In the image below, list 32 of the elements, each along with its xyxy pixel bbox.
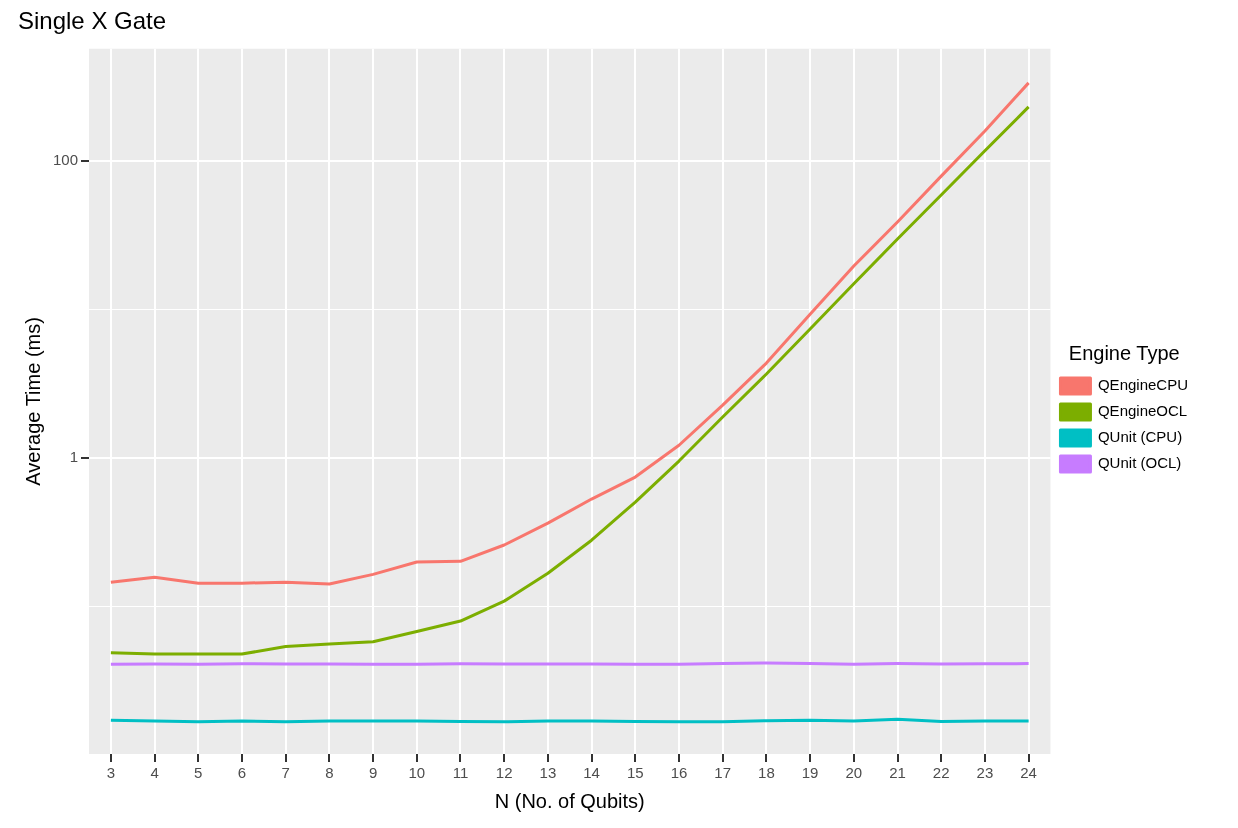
x-tick-label: 19 — [801, 764, 819, 782]
legend-label: QEngineOCL — [1097, 402, 1188, 420]
y-tick-label: 1 — [69, 448, 79, 466]
x-tick-label: 13 — [539, 764, 557, 782]
x-axis-title: N (No. of Qubits) — [494, 789, 645, 812]
legend-label: QEngineCPU — [1097, 376, 1188, 394]
x-tick-label: 4 — [150, 764, 159, 782]
x-tick-label: 16 — [670, 764, 688, 782]
x-tick-label: 21 — [889, 764, 906, 782]
x-tick-label: 24 — [1020, 764, 1037, 782]
x-tick-label: 22 — [932, 764, 950, 782]
x-tick-label: 17 — [714, 764, 732, 782]
x-tick-label: 18 — [758, 764, 775, 782]
x-tick-label: 6 — [237, 764, 247, 782]
y-tick-label: 100 — [53, 151, 79, 169]
x-tick-label: 23 — [976, 764, 994, 782]
x-tick-label: 7 — [281, 764, 290, 782]
x-tick-label: 11 — [452, 764, 469, 782]
legend-label: QUnit (OCL) — [1097, 454, 1182, 472]
x-tick-label: 9 — [368, 764, 378, 782]
y-axis-title: Average Time (ms) — [21, 317, 44, 486]
x-tick-label: 12 — [495, 764, 513, 782]
x-tick-label: 20 — [845, 764, 863, 782]
x-tick-label: 5 — [194, 764, 203, 782]
x-tick-label: 15 — [626, 764, 644, 782]
chart-title: Single X Gate — [18, 7, 167, 35]
x-tick-label: 14 — [583, 764, 600, 782]
legend-title: Engine Type — [1068, 341, 1180, 364]
x-tick-label: 3 — [106, 764, 116, 782]
x-tick-label: 10 — [408, 764, 426, 782]
legend-label: QUnit (CPU) — [1097, 428, 1183, 446]
x-tick-label: 8 — [325, 764, 334, 782]
